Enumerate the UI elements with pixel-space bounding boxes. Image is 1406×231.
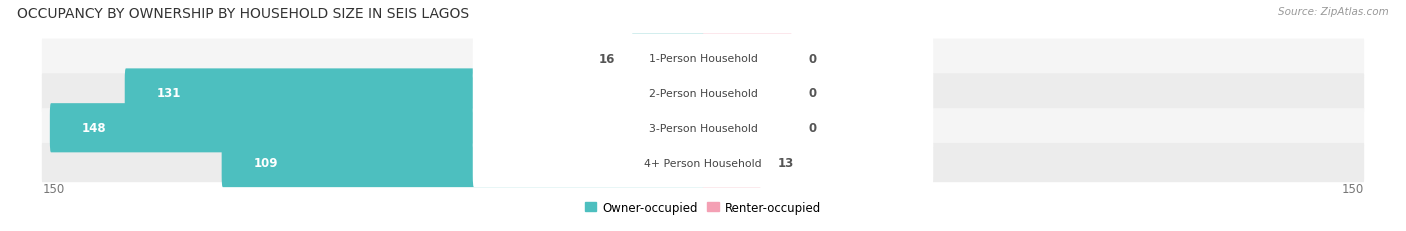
FancyBboxPatch shape — [702, 34, 792, 83]
FancyBboxPatch shape — [42, 109, 1364, 148]
FancyBboxPatch shape — [125, 69, 704, 118]
Text: 0: 0 — [808, 52, 817, 65]
FancyBboxPatch shape — [631, 34, 704, 83]
Text: Source: ZipAtlas.com: Source: ZipAtlas.com — [1278, 7, 1389, 17]
Text: 1-Person Household: 1-Person Household — [648, 54, 758, 64]
FancyBboxPatch shape — [472, 104, 934, 153]
Text: 2-Person Household: 2-Person Household — [648, 88, 758, 99]
FancyBboxPatch shape — [472, 69, 934, 118]
Text: OCCUPANCY BY OWNERSHIP BY HOUSEHOLD SIZE IN SEIS LAGOS: OCCUPANCY BY OWNERSHIP BY HOUSEHOLD SIZE… — [17, 7, 470, 21]
Text: 4+ Person Household: 4+ Person Household — [644, 158, 762, 168]
Text: 0: 0 — [808, 87, 817, 100]
Text: 109: 109 — [253, 156, 278, 169]
FancyBboxPatch shape — [702, 138, 762, 187]
FancyBboxPatch shape — [42, 74, 1364, 113]
Text: 148: 148 — [82, 122, 107, 135]
Text: 3-Person Household: 3-Person Household — [648, 123, 758, 133]
FancyBboxPatch shape — [42, 143, 1364, 182]
FancyBboxPatch shape — [472, 138, 934, 187]
Text: 16: 16 — [599, 52, 614, 65]
FancyBboxPatch shape — [222, 138, 704, 187]
FancyBboxPatch shape — [42, 39, 1364, 79]
Text: 150: 150 — [42, 182, 65, 195]
FancyBboxPatch shape — [702, 69, 792, 118]
Text: 150: 150 — [1341, 182, 1364, 195]
Text: 13: 13 — [778, 156, 794, 169]
FancyBboxPatch shape — [472, 34, 934, 83]
Legend: Owner-occupied, Renter-occupied: Owner-occupied, Renter-occupied — [579, 196, 827, 219]
Text: 131: 131 — [156, 87, 181, 100]
FancyBboxPatch shape — [49, 104, 704, 153]
FancyBboxPatch shape — [702, 104, 792, 153]
Text: 0: 0 — [808, 122, 817, 135]
